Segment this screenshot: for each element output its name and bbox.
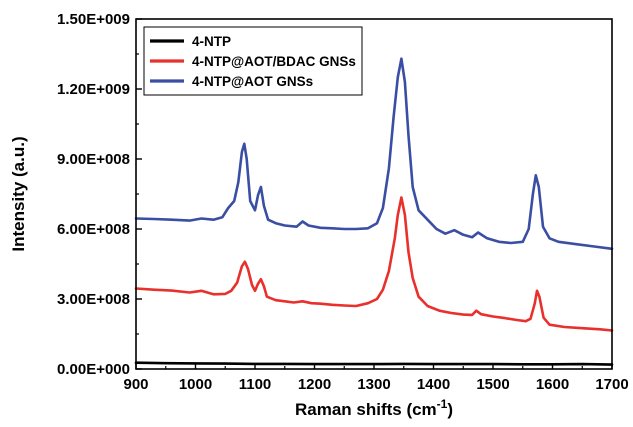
x-tick-label: 1700 [595,376,628,393]
x-tick-label: 1100 [239,376,272,393]
x-axis-title-suffix: ) [447,400,453,419]
legend-label-3: 4-NTP@AOT GNSs [192,74,313,89]
y-tick-label: 6.00E+008 [57,221,130,238]
series-layer [134,57,614,366]
x-tick-label: 900 [123,376,148,393]
x-tick-label: 1200 [298,376,331,393]
y-tick-label: 1.50E+009 [57,11,130,28]
y-tick-label: 1.20E+009 [57,81,130,98]
y-axis-ticks: 0.00E+000 3.00E+008 6.00E+008 9.00E+008 1.20… [57,11,142,378]
legend-label-1: 4-NTP [192,34,231,49]
x-tick-label: 1500 [476,376,509,393]
y-tick-label: 0.00E+000 [57,361,130,378]
x-tick-label: 1400 [417,376,450,393]
y-axis-title: Intensity (a.u.) [9,136,28,251]
x-axis-title-main: Raman shifts (cm [295,400,437,419]
x-tick-label: 1000 [179,376,212,393]
x-axis-title: Raman shifts (cm-1) [295,397,453,419]
x-tick-label: 1300 [357,376,390,393]
series-line-2 [134,196,614,332]
legend: 4-NTP 4-NTP@AOT/BDAC GNSs 4-NTP@AOT GNSs [143,26,363,96]
x-tick-label: 1600 [536,376,569,393]
y-tick-label: 9.00E+008 [57,151,130,168]
series-line-3 [134,57,614,251]
legend-label-2: 4-NTP@AOT/BDAC GNSs [192,54,356,69]
y-tick-label: 3.00E+008 [57,291,130,308]
x-axis-title-superscript: -1 [437,397,448,411]
x-axis-ticks: 900 1000 1100 1200 1300 1400 1500 1600 1700 [123,363,629,393]
